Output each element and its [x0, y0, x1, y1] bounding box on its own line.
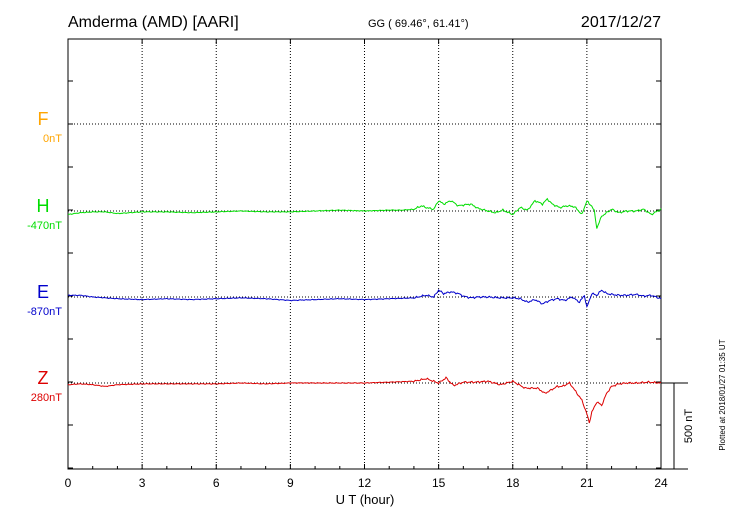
x-tick-label-6: 6 [213, 476, 220, 490]
series-trace-e [67, 289, 662, 308]
x-tick-label-9: 9 [287, 476, 294, 490]
x-tick-label-12: 12 [358, 476, 372, 490]
x-axis-label: U T (hour) [336, 492, 395, 507]
baseline-value-e: -870nT [27, 306, 62, 318]
series-trace-h [67, 197, 662, 229]
channel-label-e: E [37, 282, 49, 302]
baseline-value-z: 280nT [31, 392, 62, 404]
x-tick-label-0: 0 [65, 476, 72, 490]
scale-bar-label: 500 nT [683, 409, 695, 444]
x-tick-label-18: 18 [506, 476, 520, 490]
station-title: Amderma (AMD) [AARI] [68, 14, 239, 31]
channel-label-f: F [38, 109, 49, 129]
x-tick-label-24: 24 [654, 476, 668, 490]
x-axis-ticks: 0 3 6 9 12 15 18 21 24 [65, 39, 668, 490]
plot-frame [67, 38, 662, 470]
channel-label-h: H [37, 196, 50, 216]
coordinates-label: GG ( 69.46°, 61.41°) [368, 18, 469, 30]
series-trace-z [67, 376, 662, 424]
grid [141, 39, 588, 469]
baseline-value-f: 0nT [43, 133, 62, 145]
x-tick-label-21: 21 [580, 476, 594, 490]
channel-label-z: Z [38, 368, 49, 388]
baseline-value-h: -470nT [27, 220, 62, 232]
scale-bar [661, 382, 688, 470]
plotted-timestamp: Plotted at 2018/01/27 01:35 UT [718, 339, 727, 450]
x-tick-label-15: 15 [432, 476, 446, 490]
date-label: 2017/12/27 [581, 14, 661, 31]
series-traces [67, 197, 662, 424]
x-tick-label-3: 3 [139, 476, 146, 490]
baselines [68, 80, 661, 469]
